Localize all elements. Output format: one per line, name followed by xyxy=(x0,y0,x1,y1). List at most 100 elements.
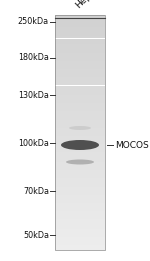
Bar xyxy=(55,34,105,35)
Bar xyxy=(55,133,105,134)
Bar xyxy=(55,27,105,28)
Bar xyxy=(55,61,105,62)
Bar xyxy=(55,55,105,56)
Bar xyxy=(55,222,105,223)
Bar xyxy=(55,74,105,75)
Bar xyxy=(55,69,105,70)
Bar xyxy=(55,116,105,117)
Bar xyxy=(55,97,105,98)
Bar xyxy=(55,70,105,72)
Bar xyxy=(55,165,105,167)
Bar xyxy=(55,141,105,142)
Bar xyxy=(55,131,105,133)
Bar xyxy=(55,135,105,136)
Text: 130kDa: 130kDa xyxy=(18,91,49,99)
Bar xyxy=(55,101,105,102)
Bar xyxy=(55,117,105,118)
Bar xyxy=(55,175,105,176)
Bar xyxy=(55,239,105,241)
Bar xyxy=(55,28,105,29)
Bar xyxy=(55,15,105,16)
Bar xyxy=(55,40,105,41)
Bar xyxy=(55,129,105,130)
Bar xyxy=(55,156,105,157)
Bar xyxy=(55,238,105,239)
Bar xyxy=(55,230,105,231)
Bar xyxy=(55,203,105,204)
Bar xyxy=(55,216,105,217)
Bar xyxy=(55,228,105,229)
Bar xyxy=(55,95,105,96)
Bar xyxy=(55,138,105,140)
Bar xyxy=(55,94,105,95)
Bar xyxy=(55,41,105,42)
Bar xyxy=(55,21,105,22)
Bar xyxy=(55,224,105,225)
Bar xyxy=(55,144,105,145)
Bar xyxy=(55,15,105,250)
Bar xyxy=(55,16,105,17)
Bar xyxy=(55,152,105,154)
Bar xyxy=(55,211,105,212)
Bar xyxy=(55,43,105,44)
Bar xyxy=(55,120,105,121)
Bar xyxy=(55,47,105,48)
Bar xyxy=(55,225,105,227)
Bar xyxy=(55,180,105,181)
Bar xyxy=(55,88,105,89)
Bar xyxy=(55,202,105,203)
Ellipse shape xyxy=(69,126,91,130)
Bar xyxy=(55,24,105,26)
Bar xyxy=(55,63,105,64)
Bar xyxy=(55,37,105,39)
Bar xyxy=(55,56,105,57)
Bar xyxy=(55,67,105,68)
Bar xyxy=(55,197,105,198)
Text: 180kDa: 180kDa xyxy=(18,54,49,62)
Bar xyxy=(55,83,105,84)
Bar xyxy=(55,176,105,177)
Bar xyxy=(55,19,105,20)
Bar xyxy=(55,229,105,230)
Bar xyxy=(55,183,105,184)
Bar xyxy=(55,107,105,108)
Bar xyxy=(55,49,105,50)
Bar xyxy=(55,73,105,74)
Bar xyxy=(55,169,105,170)
Bar xyxy=(55,124,105,126)
Bar xyxy=(55,181,105,182)
Bar xyxy=(55,79,105,80)
Bar xyxy=(55,234,105,235)
Bar xyxy=(55,89,105,90)
Bar xyxy=(55,23,105,24)
Text: 50kDa: 50kDa xyxy=(23,230,49,240)
Bar xyxy=(55,48,105,49)
Bar xyxy=(55,136,105,137)
Bar xyxy=(55,209,105,210)
Bar xyxy=(55,190,105,191)
Bar xyxy=(55,118,105,120)
Bar xyxy=(55,80,105,81)
Bar xyxy=(55,227,105,228)
Text: 250kDa: 250kDa xyxy=(18,17,49,27)
Bar xyxy=(55,127,105,128)
Bar xyxy=(55,163,105,164)
Bar xyxy=(55,108,105,109)
Bar xyxy=(55,201,105,202)
Text: 100kDa: 100kDa xyxy=(18,139,49,147)
Bar xyxy=(55,157,105,158)
Bar xyxy=(55,194,105,195)
Bar xyxy=(55,122,105,123)
Bar xyxy=(55,199,105,201)
Bar xyxy=(55,111,105,112)
Bar xyxy=(55,22,105,23)
Bar xyxy=(55,206,105,208)
Bar xyxy=(55,39,105,40)
Bar xyxy=(55,76,105,77)
Bar xyxy=(55,243,105,244)
Bar xyxy=(55,53,105,54)
Bar xyxy=(55,134,105,135)
Bar xyxy=(55,26,105,27)
Bar xyxy=(55,68,105,69)
Bar xyxy=(55,159,105,161)
